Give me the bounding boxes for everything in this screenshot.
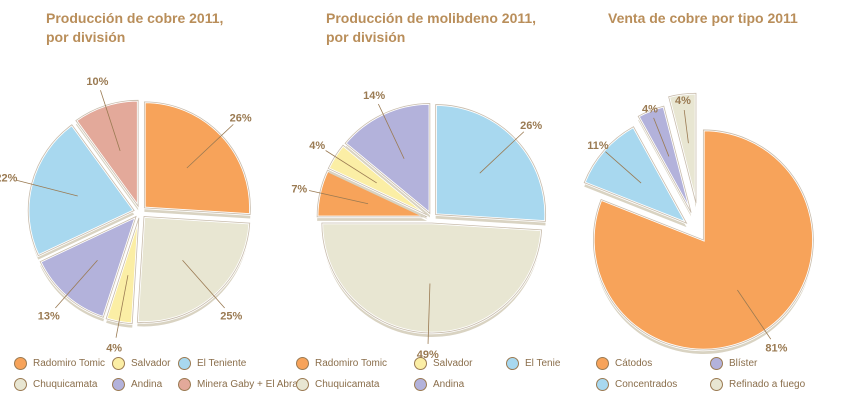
legend-item-radomiro-tomic: Radomiro Tomic (296, 357, 408, 370)
leader-line (15, 179, 78, 197)
legend-swatch (414, 357, 427, 370)
legend-label: El Teniente (197, 358, 247, 369)
slice-outline (583, 126, 688, 224)
leader-line (653, 117, 670, 157)
legend-item-chuquicamata: Chuquicamata (296, 378, 408, 391)
legend-swatch (296, 378, 309, 391)
leader-line (308, 190, 369, 205)
legend-swatch (178, 357, 191, 370)
legend-item-el-teniente: El Teniente (178, 357, 278, 370)
legend-item-salvador: Salvador (414, 357, 500, 370)
legend-label: Chuquicamata (315, 379, 380, 390)
data-label-radomiro-tomic: 7% (291, 183, 307, 195)
legend-label: Andina (433, 379, 465, 390)
chart-1-title: Producción de cobre 2011, por división (46, 10, 224, 45)
legend-item-salvador: Salvador (112, 357, 172, 370)
leader-line (377, 103, 405, 159)
legend-label: Chuquicamata (33, 379, 98, 390)
data-label-refinado-a-fuego: 4% (675, 95, 691, 107)
legend-item-el-tenie: El Tenie (506, 357, 566, 370)
leader-line (115, 275, 129, 338)
data-label-chuquicamata: 25% (220, 311, 242, 323)
legend-label: Andina (131, 379, 163, 390)
legend-label: Radomiro Tomic (315, 358, 388, 369)
legend-label: Concentrados (615, 379, 678, 390)
leader-line (427, 283, 431, 344)
chart-2-title: Producción de molibdeno 2011, por divisi… (326, 10, 537, 45)
legend-item-concentrados: Concentrados (596, 378, 704, 391)
slice-outline (668, 92, 697, 204)
data-label-concentrados: 11% (587, 140, 609, 152)
legend-label: Minera Gaby + El Abra (197, 379, 298, 390)
leader-line (683, 109, 689, 144)
data-label-catodos: 81% (765, 342, 787, 354)
data-label-radomiro-tomic: 26% (230, 113, 252, 125)
legend-swatch (596, 357, 609, 370)
legend-swatch (596, 378, 609, 391)
chart-3-legend: Cátodos Blíster Concentrados Refinado a fue… (596, 357, 820, 391)
legend-label: Refinado a fuego (729, 379, 806, 390)
slice-outline (637, 105, 692, 213)
leader-line (325, 150, 377, 184)
leader-line (737, 289, 772, 340)
legend-item-chuquicamata: Chuquicamata (14, 378, 106, 391)
leader-line (186, 124, 234, 169)
data-label-el-teniente: 26% (520, 120, 542, 132)
chart-1-legend: Radomiro Tomic Salvador El Teniente Chuquic… (14, 357, 298, 391)
legend-label: Radomiro Tomic (33, 358, 106, 369)
data-label-el-teniente: 22% (0, 173, 18, 185)
data-label-andina: 13% (38, 311, 60, 323)
legend-item-andina: Andina (112, 378, 172, 391)
legend-swatch (14, 357, 27, 370)
legend-label: Salvador (433, 358, 473, 369)
legend-item-catodos: Cátodos (596, 357, 704, 370)
legend-swatch (112, 357, 125, 370)
data-label-salvador: 4% (106, 343, 122, 355)
legend-swatch (414, 378, 427, 391)
chart-2-legend: Radomiro Tomic Salvador El Tenie Chuquicama… (296, 357, 566, 391)
leader-line (100, 90, 121, 151)
legend-label: El Tenie (525, 358, 561, 369)
legend-swatch (710, 357, 723, 370)
legend-swatch (178, 378, 191, 391)
legend-item-refinado-a-fuego: Refinado a fuego (710, 378, 820, 391)
legend-swatch (14, 378, 27, 391)
data-label-salvador: 4% (309, 140, 325, 152)
leader-line (479, 131, 525, 174)
legend-swatch (506, 357, 519, 370)
chart-3-title: Venta de cobre por tipo 2011 (608, 10, 798, 26)
data-label-andina: 14% (363, 90, 385, 102)
legend-swatch (710, 378, 723, 391)
legend-swatch (112, 378, 125, 391)
legend-swatch (296, 357, 309, 370)
legend-item-andina: Andina (414, 378, 500, 391)
leader-line (605, 151, 642, 184)
leader-line (55, 259, 98, 309)
legend-item-blister: Blíster (710, 357, 820, 370)
data-label-blister: 4% (642, 104, 658, 116)
legend-item-minera-gaby-el-abra: Minera Gaby + El Abra (178, 378, 298, 391)
leader-line (182, 259, 225, 309)
legend-label: Cátodos (615, 358, 653, 369)
legend-label: Blíster (729, 358, 758, 369)
legend-label: Salvador (131, 358, 171, 369)
legend-item-radomiro-tomic: Radomiro Tomic (14, 357, 106, 370)
data-label-minera-gaby-el-abra: 10% (86, 76, 108, 88)
